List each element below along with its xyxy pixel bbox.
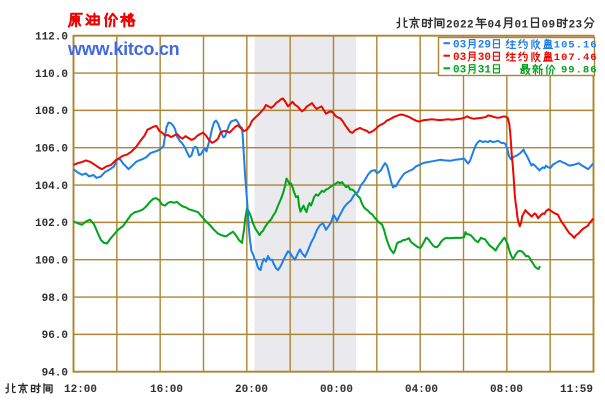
svg-text:11:59: 11:59 [560, 384, 593, 396]
svg-text:16:00: 16:00 [150, 384, 183, 396]
svg-text:20:00: 20:00 [235, 384, 268, 396]
svg-text:www.kitco.cn: www.kitco.cn [67, 39, 179, 59]
svg-text:100.0: 100.0 [35, 256, 68, 268]
svg-text:99.86: 99.86 [561, 64, 598, 76]
svg-text:23: 23 [569, 19, 583, 31]
svg-text:29: 29 [478, 39, 491, 51]
svg-text:102.0: 102.0 [35, 218, 68, 230]
svg-text:12:00: 12:00 [64, 384, 97, 396]
svg-text:104.0: 104.0 [35, 181, 68, 193]
svg-text:04:00: 04:00 [405, 384, 438, 396]
svg-text:03: 03 [453, 39, 467, 51]
svg-text:2022: 2022 [446, 19, 474, 31]
svg-text:04: 04 [488, 19, 502, 31]
svg-text:112.0: 112.0 [35, 32, 68, 44]
svg-text:105.16: 105.16 [554, 39, 598, 51]
svg-text:08:00: 08:00 [490, 384, 523, 396]
svg-text:01: 01 [515, 19, 529, 31]
svg-text:30: 30 [478, 52, 491, 64]
svg-text:31: 31 [478, 64, 492, 76]
svg-text:03: 03 [453, 52, 467, 64]
svg-text:110.0: 110.0 [35, 69, 68, 81]
svg-text:09: 09 [542, 19, 556, 31]
svg-text:106.0: 106.0 [35, 144, 68, 156]
svg-text:96.0: 96.0 [42, 330, 68, 342]
svg-text:03: 03 [453, 64, 467, 76]
svg-text:94.0: 94.0 [42, 368, 68, 380]
svg-text:108.0: 108.0 [35, 106, 68, 118]
svg-text:00:00: 00:00 [320, 384, 353, 396]
svg-text:107.46: 107.46 [554, 52, 598, 64]
svg-text:98.0: 98.0 [42, 293, 68, 305]
